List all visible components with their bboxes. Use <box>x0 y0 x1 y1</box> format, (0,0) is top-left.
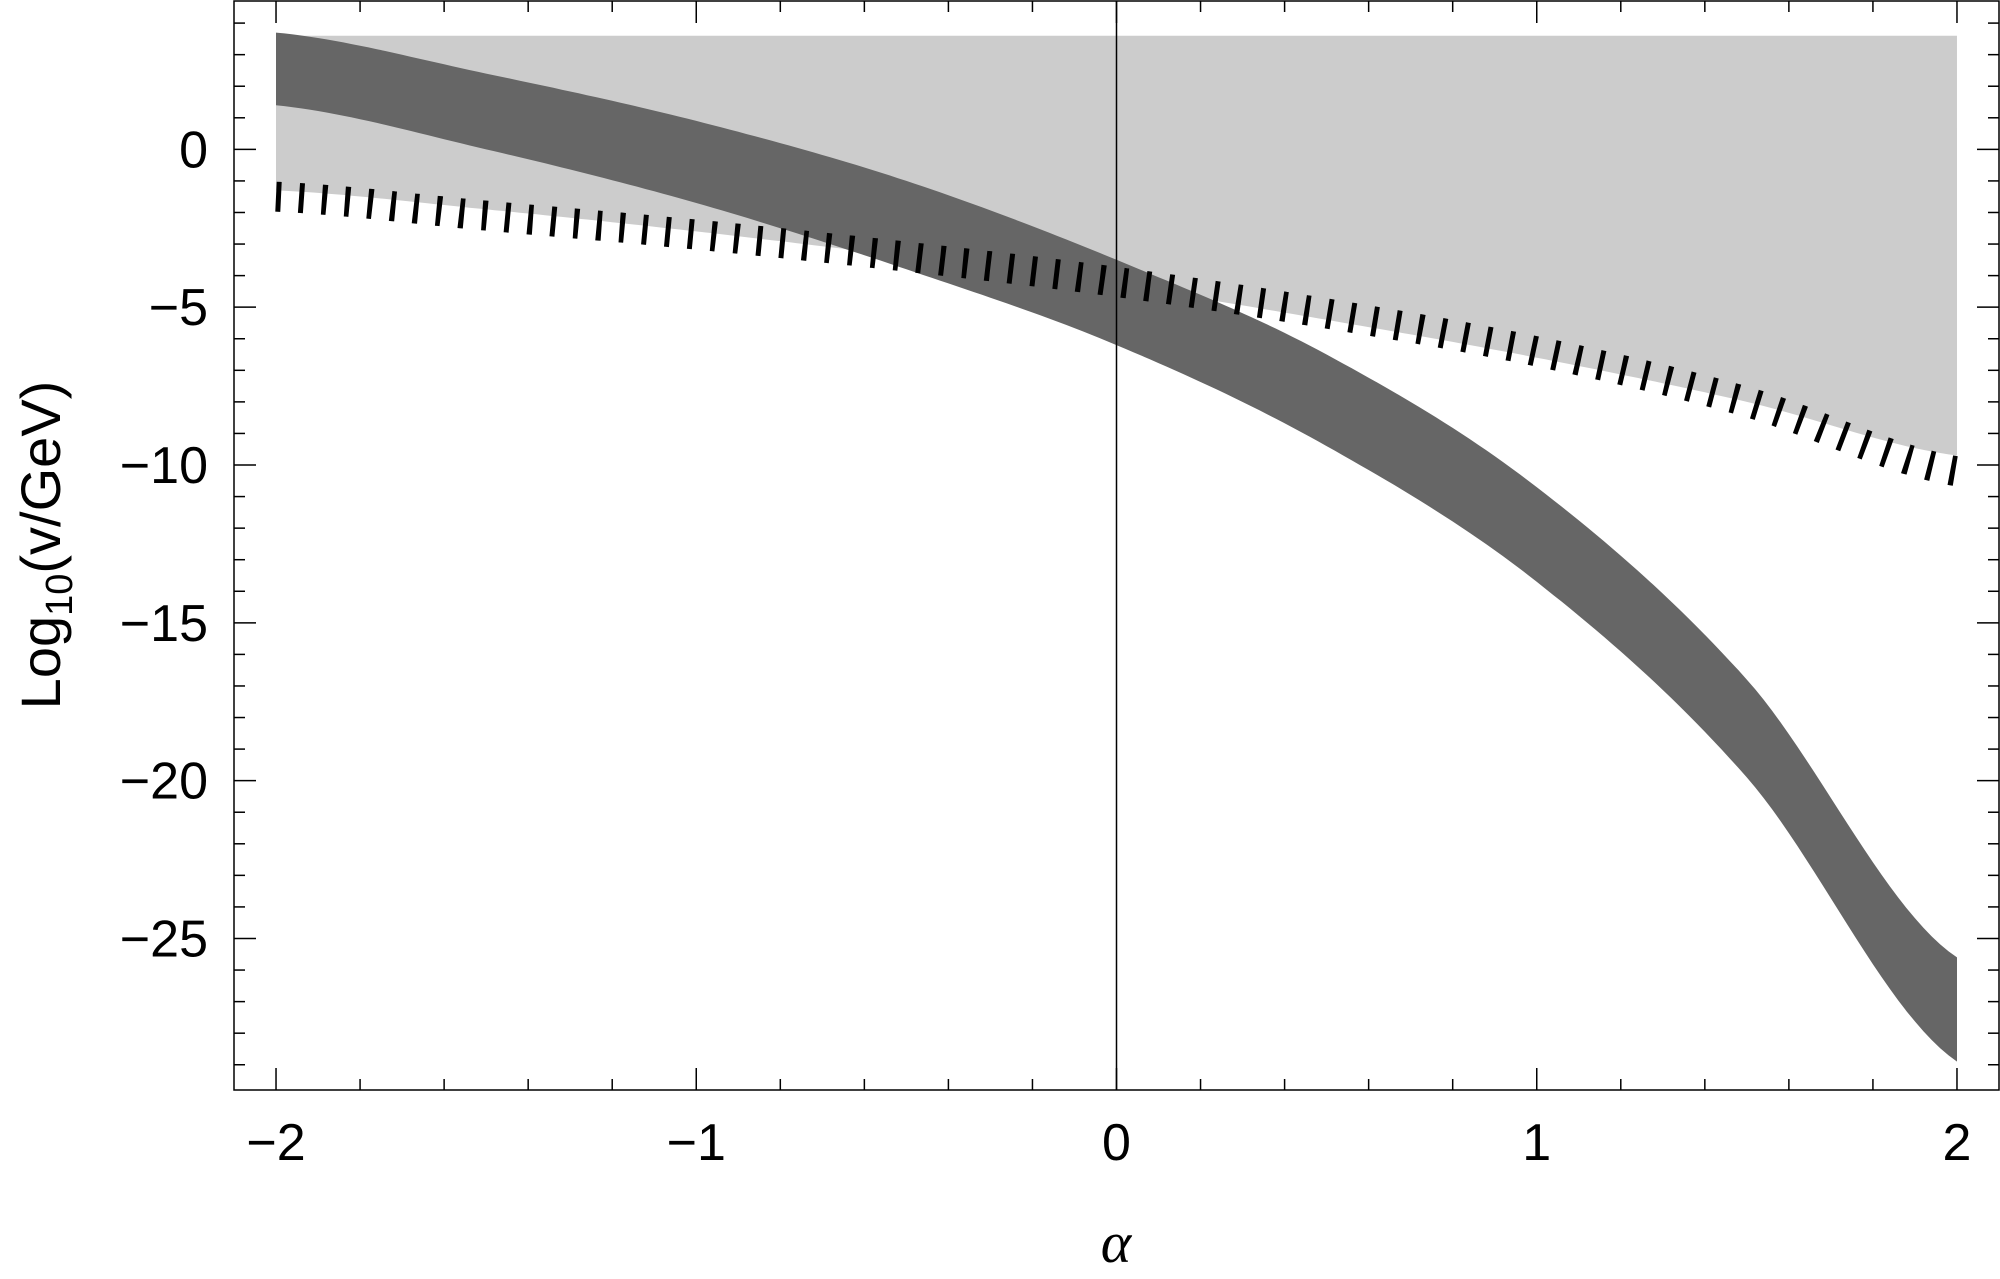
x-tick-label: 0 <box>1102 1114 1131 1172</box>
y-tick-label: −20 <box>120 753 208 811</box>
x-axis-title: α <box>1101 1210 1133 1275</box>
y-tick-label: −15 <box>120 595 208 653</box>
y-tick-label: −25 <box>120 910 208 968</box>
tick-labels: −2 −1 0 1 20−5−10−15−20−25 <box>120 121 1972 1172</box>
y-axis-title-rest: (v/GeV) <box>9 381 72 574</box>
y-tick-label: −5 <box>149 279 208 337</box>
y-axis-title-subscript: 10 <box>39 574 81 616</box>
x-tick-label: −2 <box>246 1114 305 1172</box>
y-tick-label: −10 <box>120 437 208 495</box>
axis-ticks <box>234 1 1999 1090</box>
x-tick-label: 1 <box>1522 1114 1551 1172</box>
x-tick-label: 2 <box>1943 1114 1972 1172</box>
y-tick-label: 0 <box>179 121 208 179</box>
y-axis-title: Log10(v/GeV) <box>9 381 81 710</box>
plot-area <box>275 1 1960 1090</box>
y-axis-title-main: Log <box>9 616 72 709</box>
x-tick-label: −1 <box>667 1114 726 1172</box>
band-series <box>276 32 1957 1062</box>
